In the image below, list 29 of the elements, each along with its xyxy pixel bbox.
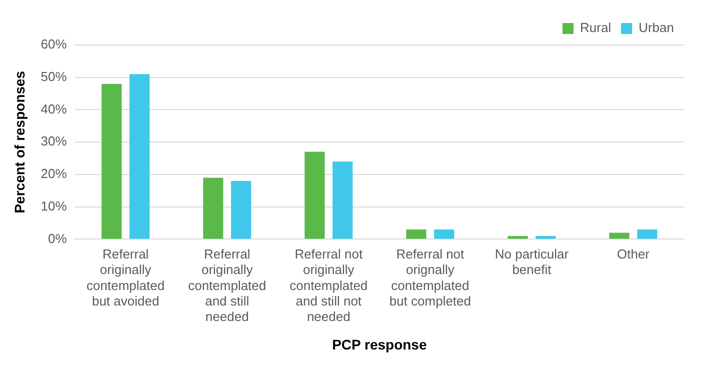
x-tick-label: Referral not orignally contemplated but completed [389, 246, 472, 308]
x-tick-label: Referral not originally contemplated and still not needed [290, 246, 368, 324]
y-tick-label: 50% [40, 68, 68, 84]
bar [508, 236, 528, 239]
bar [129, 74, 150, 239]
x-tick-label: Referral originally contemplated and still needed [188, 246, 266, 324]
y-tick-label: 0% [48, 230, 68, 246]
legend-label: Rural [580, 20, 612, 36]
bar [536, 236, 556, 239]
y-tick-label: 20% [40, 166, 68, 182]
bar [203, 178, 224, 239]
legend-label: Urban [638, 20, 674, 36]
y-tick-label: 60% [40, 36, 68, 52]
bar [434, 229, 454, 239]
x-tick-label: Other [616, 246, 650, 262]
y-tick-label: 10% [40, 198, 68, 214]
bar [231, 180, 252, 239]
bar [609, 232, 630, 239]
bar [637, 229, 658, 239]
bar [304, 152, 325, 239]
bar [332, 162, 353, 239]
bar [406, 229, 426, 239]
x-axis-title: PCP response [332, 336, 427, 352]
y-axis-title: Percent of responses [11, 70, 28, 214]
bar [102, 84, 122, 239]
y-tick-label: 40% [40, 101, 68, 116]
x-tick-label: Referral originally contemplated but avoided [86, 246, 165, 308]
x-tick-label: No particular benefit [494, 246, 570, 278]
y-tick-label: 30% [40, 134, 68, 149]
